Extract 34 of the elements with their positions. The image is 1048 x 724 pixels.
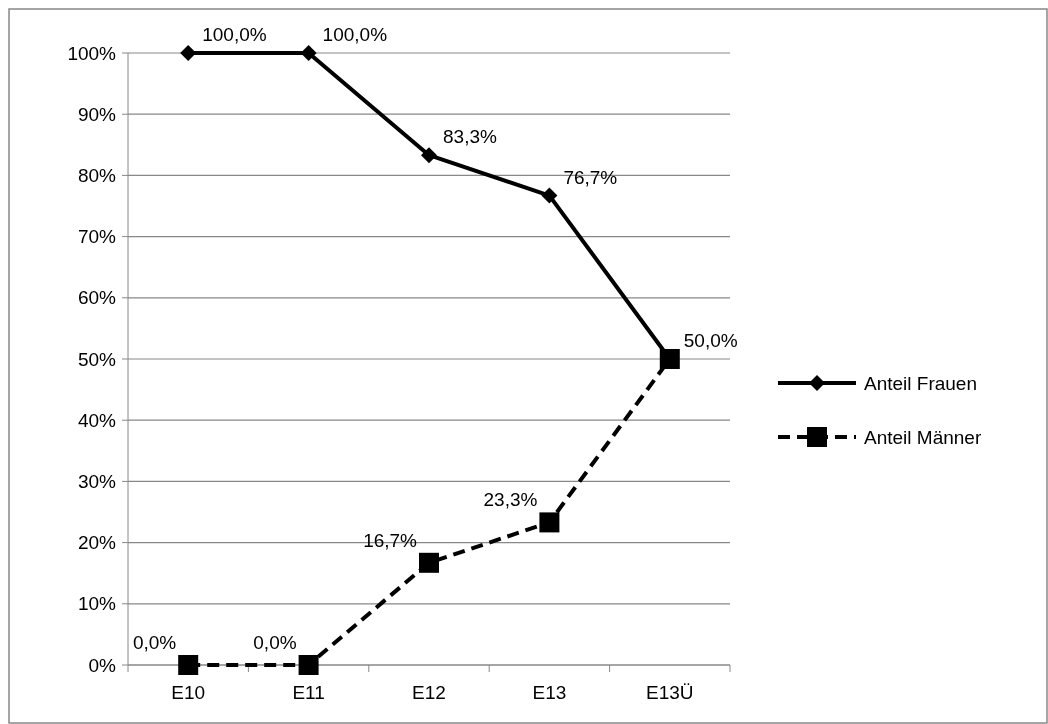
y-tick-label: 80% [77, 165, 117, 187]
point [541, 187, 558, 204]
data-label: 0,0% [132, 632, 177, 653]
y-tick-label: 20% [77, 532, 117, 554]
y-tick-label: 0% [88, 654, 117, 676]
point [539, 512, 560, 533]
y-tick-label: 30% [77, 471, 117, 493]
x-tick-label: E10 [171, 682, 206, 703]
x-tick-label: E11 [292, 682, 325, 703]
point [178, 655, 199, 675]
data-label: 76,7% [563, 166, 618, 188]
data-label: 83,3% [443, 126, 497, 148]
y-tick-label: 50% [77, 348, 117, 370]
x-tick-label: E13 [532, 682, 567, 703]
point [300, 45, 317, 61]
y-tick-label: 40% [77, 409, 117, 431]
y-tick-label: 10% [77, 593, 117, 615]
point [298, 655, 319, 675]
legend-label: Anteil Frauen [864, 372, 978, 394]
data-label: 50,0% [683, 330, 738, 351]
x-tick-label: E12 [412, 682, 446, 703]
y-tick-label: 90% [77, 103, 117, 125]
data-label: 16,7% [363, 529, 418, 551]
y-tick-label: 60% [77, 287, 117, 309]
point [419, 552, 439, 573]
data-label: 100,0% [322, 24, 388, 45]
data-label: 0,0% [253, 632, 297, 653]
y-tick-label: 70% [77, 226, 117, 248]
legend-label: Anteil Männer [864, 426, 982, 448]
x-tick-label: E13Ü [646, 682, 694, 703]
y-tick-label: 100% [67, 42, 117, 64]
data-label: 23,3% [483, 489, 538, 511]
point [421, 147, 437, 164]
data-label: 100,0% [202, 24, 267, 45]
